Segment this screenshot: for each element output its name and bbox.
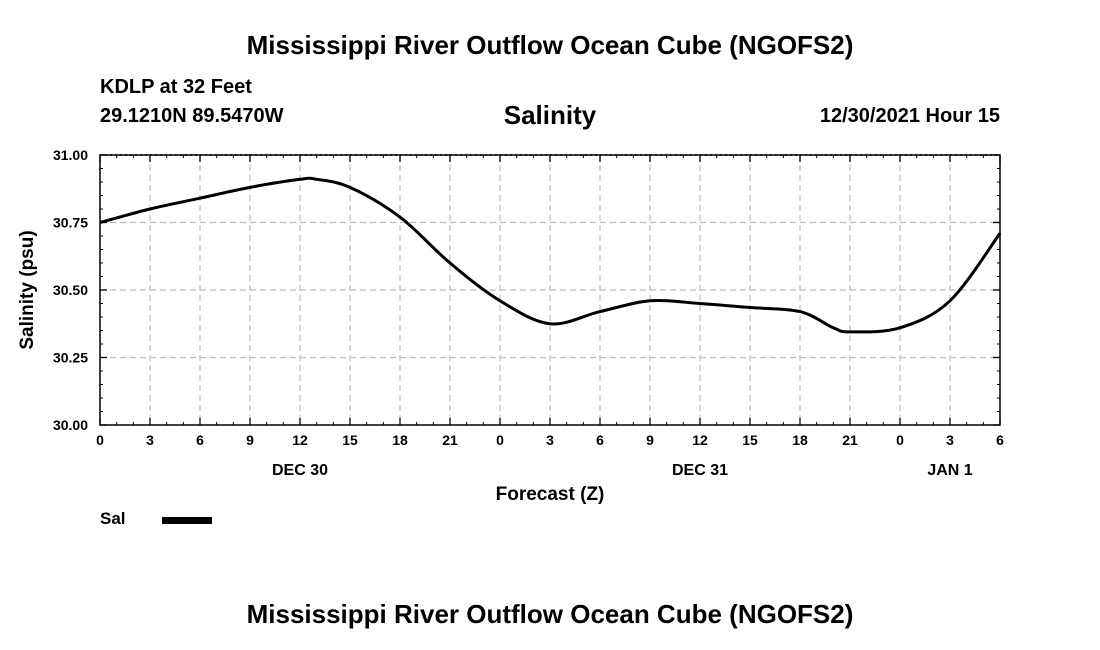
x-tick-label: 0 bbox=[496, 432, 504, 448]
y-axis-title: Salinity (psu) bbox=[17, 230, 38, 349]
x-tick-label: 21 bbox=[842, 432, 858, 448]
date-label: JAN 1 bbox=[927, 462, 972, 479]
x-tick-label: 15 bbox=[342, 432, 358, 448]
x-tick-label: 0 bbox=[896, 432, 904, 448]
x-axis-title: Forecast (Z) bbox=[496, 484, 605, 505]
x-tick-label: 3 bbox=[546, 432, 554, 448]
x-tick-label: 12 bbox=[692, 432, 708, 448]
legend-label: Sal bbox=[100, 509, 126, 528]
x-tick-label: 9 bbox=[246, 432, 254, 448]
y-tick-label: 30.25 bbox=[53, 350, 88, 366]
y-tick-label: 31.00 bbox=[53, 147, 88, 163]
x-tick-label: 3 bbox=[146, 432, 154, 448]
x-tick-label: 18 bbox=[792, 432, 808, 448]
x-tick-label: 9 bbox=[646, 432, 654, 448]
footer-chart-title: Mississippi River Outflow Ocean Cube (NG… bbox=[246, 599, 854, 629]
grid bbox=[100, 155, 1000, 425]
x-tick-label: 0 bbox=[96, 432, 104, 448]
date-label: DEC 30 bbox=[272, 462, 328, 479]
y-tick-label: 30.50 bbox=[53, 282, 88, 298]
station-label: KDLP at 32 Feet bbox=[100, 76, 252, 98]
x-tick-label: 12 bbox=[292, 432, 308, 448]
legend-swatch bbox=[162, 517, 212, 524]
axis-labels: 0 3 6 9 12 15 18 21 0 3 6 9 12 15 18 21 0 3 6 30.00 30.25 30.… bbox=[17, 147, 1004, 505]
chart-title: Mississippi River Outflow Ocean Cube (NG… bbox=[246, 30, 854, 60]
date-label: DEC 31 bbox=[672, 462, 728, 479]
y-tick-label: 30.00 bbox=[53, 417, 88, 433]
x-tick-label: 3 bbox=[946, 432, 954, 448]
ticks bbox=[99, 154, 1001, 426]
x-tick-label: 18 bbox=[392, 432, 408, 448]
series-layer bbox=[99, 176, 1002, 334]
x-tick-label: 6 bbox=[196, 432, 204, 448]
series-line-sal bbox=[99, 176, 1002, 334]
y-tick-label: 30.75 bbox=[53, 215, 88, 231]
x-tick-label: 6 bbox=[596, 432, 604, 448]
station-coordinates: 29.1210N 89.5470W bbox=[100, 105, 284, 127]
x-tick-label: 6 bbox=[996, 432, 1004, 448]
x-tick-label: 21 bbox=[442, 432, 458, 448]
x-tick-label: 15 bbox=[742, 432, 758, 448]
chart-subtitle: Salinity bbox=[503, 100, 597, 130]
forecast-datetime: 12/30/2021 Hour 15 bbox=[819, 105, 1000, 127]
